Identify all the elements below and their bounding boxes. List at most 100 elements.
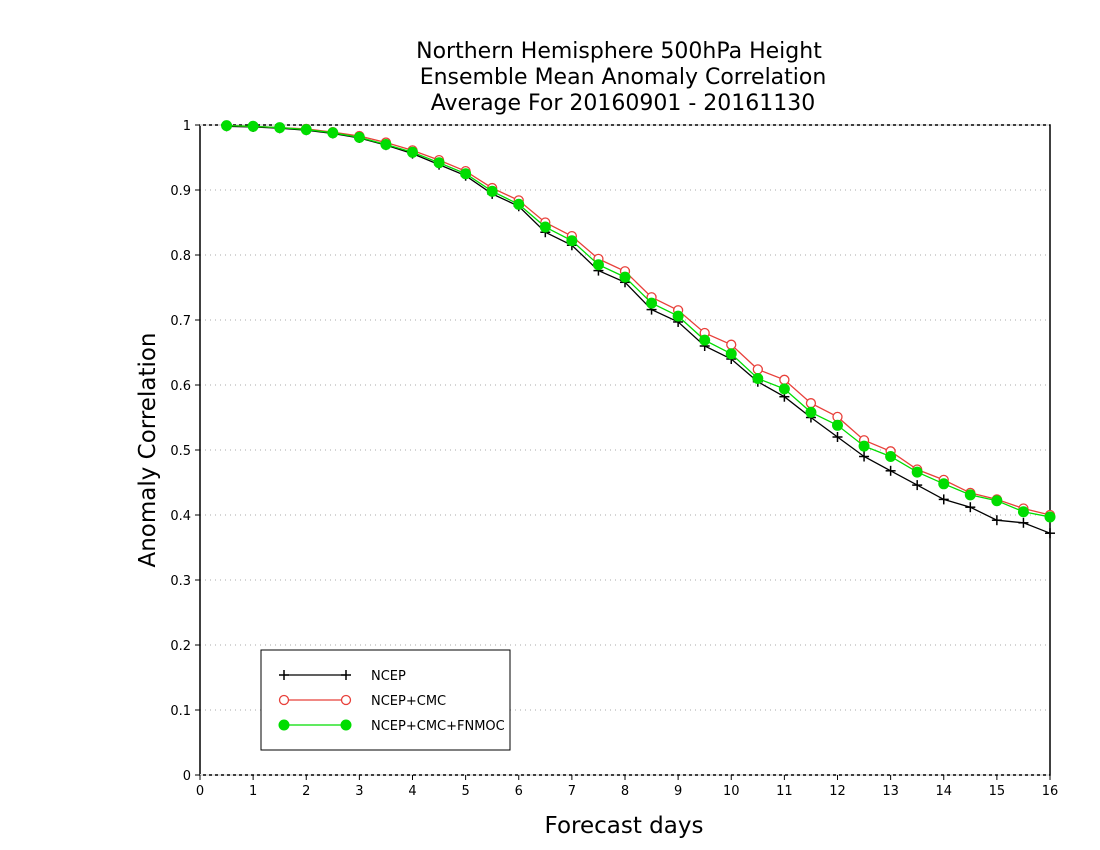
- x-tick-label: 2: [302, 784, 310, 799]
- data-point: [1017, 506, 1029, 518]
- x-tick-label: 4: [408, 784, 416, 799]
- y-tick-label: 0.8: [170, 249, 191, 264]
- x-tick-label: 8: [621, 784, 629, 799]
- data-point: [779, 374, 790, 385]
- series-line: [226, 125, 1051, 518]
- legend-marker: [340, 719, 352, 731]
- data-point: [699, 334, 711, 346]
- data-point: [752, 364, 763, 375]
- data-point: [221, 120, 233, 132]
- data-point: [832, 419, 843, 431]
- data-point: [539, 221, 551, 233]
- data-point: [991, 495, 1003, 507]
- legend-marker: [278, 694, 290, 706]
- x-tick-label: 11: [776, 784, 793, 799]
- x-tick-label: 15: [989, 784, 1006, 799]
- series-3: [221, 120, 1056, 523]
- data-point: [778, 383, 790, 395]
- data-point: [726, 339, 737, 350]
- data-point: [513, 198, 525, 210]
- data-point: [619, 271, 631, 283]
- x-tick-label: 1: [249, 784, 257, 799]
- x-tick-label: 3: [355, 784, 363, 799]
- data-point: [407, 146, 418, 158]
- data-point: [805, 406, 817, 418]
- legend-entry: NCEP+CMC+FNMOC: [278, 719, 505, 734]
- data-point: [912, 480, 923, 491]
- data-point: [964, 489, 976, 501]
- data-point: [672, 310, 684, 322]
- y-tick-label: 0.9: [170, 184, 191, 199]
- data-point: [1044, 511, 1056, 523]
- x-tick-label: 13: [882, 784, 899, 799]
- legend-label: NCEP+CMC+FNMOC: [371, 719, 505, 734]
- data-point: [566, 235, 578, 247]
- y-tick-label: 0.7: [170, 314, 191, 329]
- legend-marker: [278, 719, 290, 731]
- legend-marker: [341, 670, 351, 680]
- data-point: [859, 451, 870, 462]
- x-tick-label: 5: [461, 784, 469, 799]
- y-axis-label: Anomaly Correlation: [135, 332, 161, 567]
- data-point: [965, 502, 976, 513]
- title-line-1: Northern Hemisphere 500hPa Height: [416, 39, 822, 64]
- y-tick-label: 1: [183, 119, 191, 134]
- legend-entry: NCEP+CMC: [278, 694, 446, 709]
- x-tick-label: 6: [515, 784, 523, 799]
- y-tick-label: 0.5: [170, 444, 191, 459]
- data-point: [938, 494, 949, 505]
- x-axis-label: Forecast days: [545, 813, 704, 839]
- data-point: [1045, 528, 1055, 539]
- series-layer: [221, 120, 1056, 539]
- data-point: [832, 432, 843, 442]
- data-point: [858, 440, 870, 452]
- legend-label: NCEP: [371, 669, 406, 684]
- series-2: [221, 120, 1056, 521]
- data-point: [725, 348, 737, 360]
- chart-title: Northern Hemisphere 500hPa Height Ensemb…: [416, 39, 826, 116]
- data-point: [805, 398, 817, 409]
- data-point: [911, 466, 923, 478]
- y-tick-label: 0.1: [170, 704, 191, 719]
- data-point: [752, 373, 764, 384]
- data-point: [938, 478, 950, 490]
- data-point: [247, 120, 259, 132]
- legend-marker: [340, 694, 352, 706]
- data-point: [592, 259, 604, 271]
- y-tick-label: 0: [183, 769, 191, 784]
- grid-lines: [200, 189, 1050, 711]
- title-line-2: Ensemble Mean Anomaly Correlation: [420, 65, 827, 90]
- x-tick-label: 10: [723, 784, 740, 799]
- legend-entry: NCEP: [279, 669, 406, 684]
- x-tick-label: 16: [1042, 784, 1059, 799]
- data-point: [885, 465, 896, 476]
- x-tick-label: 12: [829, 784, 846, 799]
- series-1: [221, 121, 1055, 539]
- y-tick-label: 0.4: [170, 509, 191, 524]
- data-point: [380, 139, 392, 150]
- x-tick-label: 14: [935, 784, 952, 799]
- data-point: [274, 122, 286, 134]
- y-tick-label: 0.3: [170, 574, 191, 589]
- data-point: [991, 515, 1002, 526]
- axes: 0 1 2 3 4 5 6 7 8 9 10 11 12 13 14 15 1600.10.20.30.40.5…: [170, 119, 1058, 799]
- legend-label: NCEP+CMC: [371, 694, 446, 709]
- legend-marker: [279, 670, 289, 680]
- legend: NCEP NCEP+CMC NCEP+CMC+FNMOC: [260, 649, 511, 751]
- data-point: [327, 127, 339, 139]
- data-point: [433, 157, 445, 169]
- x-tick-label: 7: [568, 784, 576, 799]
- data-point: [486, 185, 498, 197]
- data-point: [1018, 517, 1029, 528]
- title-line-3: Average For 20160901 - 20161130: [431, 91, 816, 116]
- data-point: [646, 297, 658, 309]
- data-point: [300, 124, 312, 136]
- x-tick-label: 0: [196, 784, 204, 799]
- x-tick-label: 9: [674, 784, 682, 799]
- data-point: [885, 451, 897, 462]
- y-tick-label: 0.2: [170, 639, 191, 654]
- y-tick-label: 0.6: [170, 379, 191, 394]
- data-point: [353, 131, 365, 143]
- series-line: [226, 125, 1051, 534]
